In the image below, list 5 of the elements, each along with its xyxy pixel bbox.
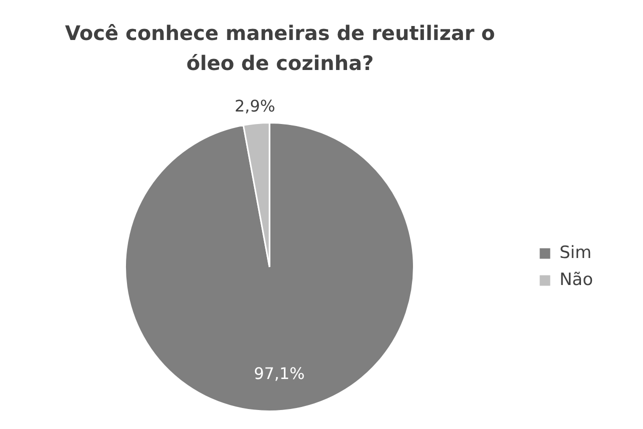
chart-title: Você conhece maneiras de reutilizar o óleo de cozinha?	[64, 20, 496, 77]
legend-label: Sim	[559, 242, 592, 263]
data-label: 97,1%	[254, 364, 305, 383]
data-label: 2,9%	[234, 96, 276, 116]
legend-label: Não	[559, 270, 594, 290]
